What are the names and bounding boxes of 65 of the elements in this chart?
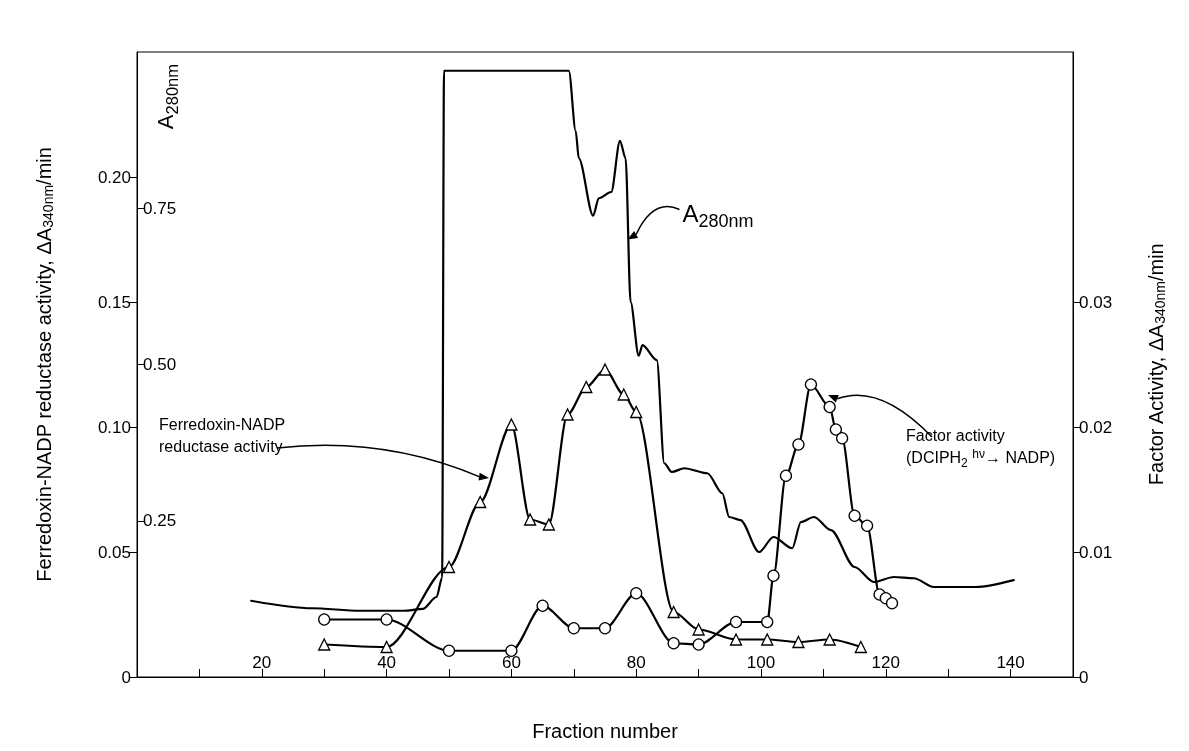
point (792, 635, 805, 649)
x-tick-label: 120 (871, 653, 900, 672)
point (792, 438, 805, 451)
point (761, 615, 774, 629)
point (523, 513, 537, 526)
y-tick-label: 0.05 (97, 542, 131, 562)
point (380, 640, 393, 654)
point (823, 400, 836, 414)
point (561, 408, 574, 421)
point (804, 378, 818, 391)
point (442, 644, 456, 657)
x-tick-label: 60 (501, 653, 521, 672)
point (630, 587, 643, 600)
point (823, 633, 836, 646)
y2-axis-title: Factor Activity, ΔA340nm/min (1145, 243, 1168, 486)
y-tick-label: 0 (121, 667, 131, 687)
x-axis-title: Fraction number (532, 720, 679, 742)
point (692, 623, 705, 636)
point (667, 637, 680, 650)
point (598, 363, 612, 376)
y2-tick-label: 0 (1079, 667, 1089, 687)
y-tick-label: 0.15 (97, 292, 131, 312)
point (617, 388, 630, 401)
y3-tick-label: 0.25 (143, 511, 177, 531)
y-tick-label: 0.20 (97, 167, 131, 187)
point (505, 644, 518, 657)
y2-tick-label: 0.03 (1079, 292, 1113, 312)
point (761, 633, 774, 646)
point (854, 640, 867, 654)
point (692, 638, 705, 651)
point (835, 432, 849, 445)
point (729, 633, 743, 646)
point (885, 597, 899, 610)
x-tick-label: 20 (252, 653, 272, 672)
x-tick-label: 140 (996, 653, 1025, 672)
y2-tick-label: 0.01 (1079, 542, 1113, 562)
y3-tick-label: 0.75 (143, 198, 177, 218)
point (505, 418, 518, 431)
point (318, 638, 331, 651)
point (729, 615, 743, 629)
point (598, 622, 612, 635)
point (630, 405, 643, 419)
point (567, 622, 580, 635)
point (779, 469, 793, 482)
annotation: Factor activity (DCIPH$_{2}$ $^{hν}$→ NADP) (906, 427, 1056, 470)
annotation: A$_{280nm}$ (682, 199, 754, 231)
point (767, 569, 780, 582)
point (442, 560, 456, 574)
point (318, 613, 331, 626)
point (536, 599, 549, 612)
point (848, 509, 861, 522)
annotation: Ferredoxin-NADP reductase activity (159, 416, 286, 455)
point (380, 613, 393, 626)
x-tick-label: 80 (626, 653, 646, 672)
point (542, 518, 555, 531)
point (667, 605, 680, 619)
x-tick-label: 100 (746, 653, 776, 672)
y3-tick-label: 0.50 (143, 355, 177, 374)
point (474, 495, 487, 509)
point (860, 519, 874, 532)
x-tick-label: 40 (377, 653, 397, 672)
y2-tick-label: 0.02 (1079, 417, 1113, 437)
point (829, 423, 843, 436)
y-tick-label: 0.10 (97, 417, 131, 437)
point (580, 380, 593, 394)
